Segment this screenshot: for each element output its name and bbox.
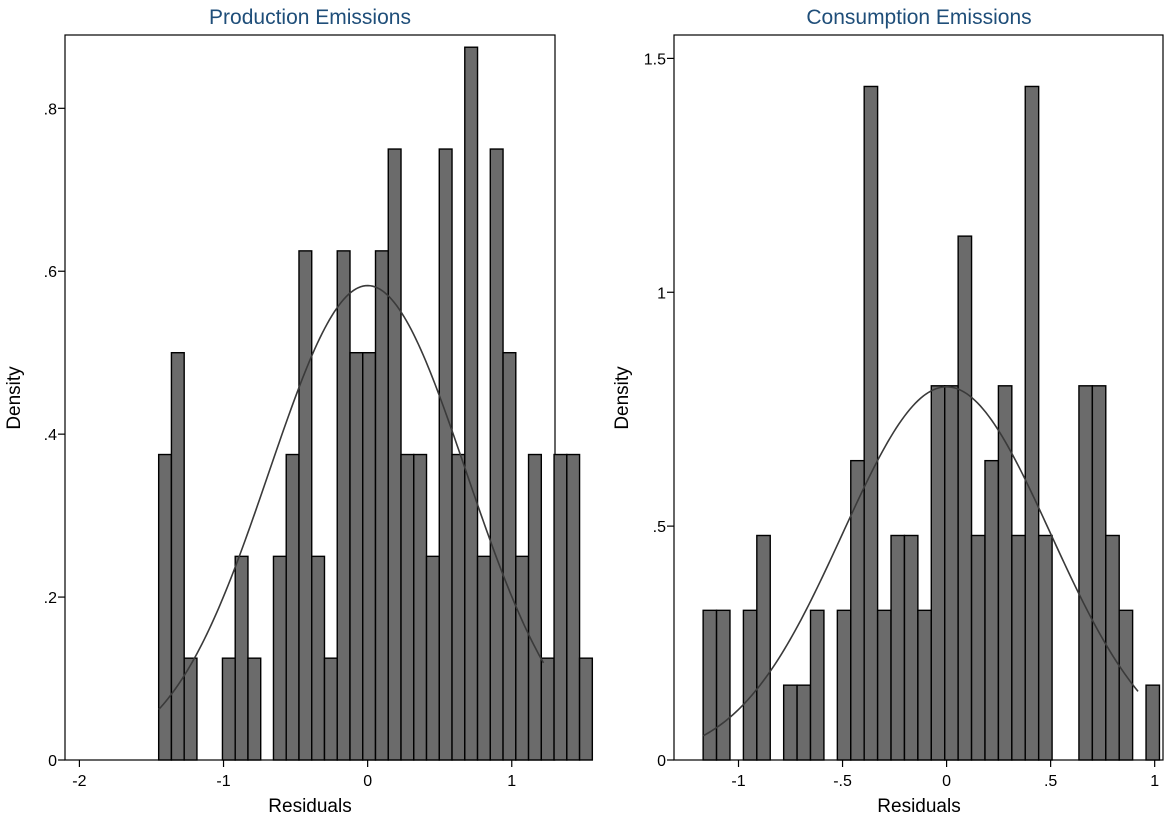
histogram-bar [809, 609, 825, 761]
histogram-bar [336, 250, 351, 761]
histogram-bar [970, 534, 986, 761]
production-emissions-panel: Production Emissions -2 -1 0 1 0 .2 .4 .6 .8 Re… [4, 6, 594, 817]
normal-density-curve [158, 284, 545, 711]
histogram-bar [272, 555, 287, 761]
histogram-bar [438, 148, 453, 761]
histogram-bar [476, 555, 491, 761]
histogram-bar [756, 534, 771, 761]
x-axis-ticks: -2 -1 0 1 [72, 760, 516, 790]
histogram-bar [540, 657, 555, 761]
histogram-bar [782, 684, 798, 761]
histogram-bar [515, 555, 530, 761]
x-tick-label: 1 [507, 773, 516, 790]
histogram-bars [702, 85, 1161, 761]
histogram-bar [502, 351, 517, 761]
histogram-bar [323, 657, 338, 761]
histogram-bar [247, 657, 262, 761]
y-axis-label: Density [4, 366, 25, 430]
histogram-bar [890, 534, 906, 761]
x-tick-label: -1 [731, 773, 745, 790]
histogram-bar [702, 609, 718, 761]
y-tick-label: .5 [653, 519, 666, 536]
x-axis-ticks: -1 -.5 0 .5 1 [731, 760, 1159, 790]
histogram-bar [374, 250, 389, 761]
histogram-bar [157, 453, 173, 761]
x-tick-label: 0 [942, 773, 951, 790]
x-tick-label: 1 [1150, 773, 1159, 790]
histogram-bar [413, 453, 428, 761]
histogram-bar [1145, 684, 1161, 761]
histogram-bar [451, 453, 466, 761]
y-tick-label: .6 [44, 264, 57, 281]
histogram-bar [984, 459, 1000, 761]
histogram-bar [1078, 385, 1094, 761]
histogram-bar [715, 609, 731, 761]
histogram-bar [349, 351, 364, 761]
histogram-bar [796, 684, 812, 761]
histogram-bar [1118, 609, 1134, 761]
histogram-bar [170, 351, 185, 761]
histogram-bar [285, 453, 300, 761]
histogram-bar [527, 453, 543, 761]
chart-title: Consumption Emissions [806, 6, 1031, 29]
y-tick-label: 0 [657, 753, 666, 770]
histogram-bar [234, 555, 249, 761]
x-axis-label: Residuals [268, 796, 351, 817]
consumption-emissions-panel: Consumption Emissions -1 -.5 0.5 1 0.511.5 … [612, 6, 1164, 817]
x-tick-label: 0 [363, 773, 372, 790]
histogram-bar [850, 459, 865, 761]
chart-title: Production Emissions [209, 6, 411, 29]
y-tick-label: .2 [44, 590, 57, 607]
histogram-bar [876, 609, 892, 761]
histogram-bar [1037, 534, 1053, 761]
x-tick-label: -2 [72, 773, 86, 790]
y-tick-label: 0 [48, 753, 57, 770]
histogram-bar [1011, 534, 1026, 761]
x-tick-label: -1 [216, 773, 230, 790]
histogram-bar [553, 453, 568, 761]
x-tick-label: -.5 [833, 773, 852, 790]
histogram-bar [930, 385, 946, 761]
histogram-bar [425, 555, 440, 761]
x-axis-label: Residuals [877, 796, 960, 817]
y-axis-ticks: 0 .5 1 1.5 [644, 51, 674, 770]
histogram-bar [566, 453, 581, 761]
y-tick-label: 1 [657, 285, 666, 302]
histogram-bar [298, 250, 313, 761]
histogram-bar [957, 235, 973, 761]
y-tick-label: .4 [44, 427, 57, 444]
histogram-bar [1091, 385, 1107, 761]
histogram-bar [863, 85, 879, 761]
y-axis-ticks: 0 .2 .4 .6 .8 [44, 101, 65, 770]
histogram-bar [311, 555, 326, 761]
histogram-bar [489, 148, 504, 761]
histogram-bar [578, 657, 594, 761]
histogram-bar [400, 453, 415, 761]
histogram-bar [836, 609, 852, 761]
y-tick-label: 1.5 [644, 51, 666, 68]
histogram-bar [903, 534, 919, 761]
normal-density-curve [702, 386, 1139, 737]
y-tick-label: .8 [44, 101, 57, 118]
histogram-bars [157, 46, 594, 761]
histogram-bar [742, 609, 758, 761]
histogram-bar [183, 657, 198, 761]
y-axis-label: Density [612, 366, 633, 430]
histogram-bar [1024, 85, 1040, 761]
x-tick-label: .5 [1044, 773, 1057, 790]
histogram-bar [917, 609, 932, 761]
histogram-bar [464, 46, 479, 761]
histogram-bar [221, 657, 236, 761]
histogram-bar [362, 351, 377, 761]
histogram-bar [944, 385, 959, 761]
histogram-bar [387, 148, 402, 761]
